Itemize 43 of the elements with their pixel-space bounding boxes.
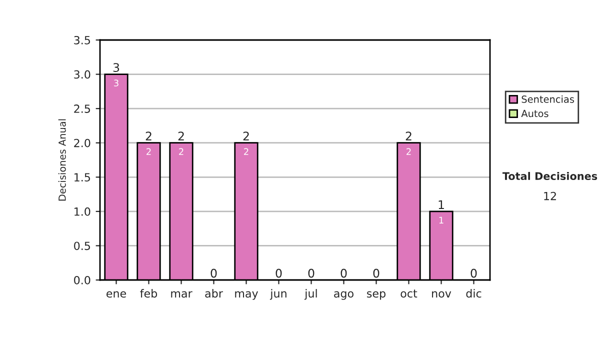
x-tick-label: jul — [304, 289, 317, 300]
total-label: 0 — [373, 268, 380, 278]
x-tick-label: sep — [367, 291, 386, 300]
x-tick-label: dic — [466, 289, 482, 298]
y-tick-label: 2.5 — [74, 104, 90, 113]
text: Total Decisiones — [502, 172, 598, 180]
y-axis-title: Decisiones Anual — [58, 119, 66, 201]
y-tick-label: 0.5 — [74, 242, 90, 250]
x-tick-label: may — [235, 291, 258, 300]
x-tick-label: feb — [140, 289, 158, 298]
y-tick-label: 1.0 — [74, 207, 90, 216]
total-label: 0 — [210, 268, 217, 278]
total-label: 2 — [243, 132, 249, 140]
legend-label: Sentencias — [522, 95, 574, 103]
data-label: 1 — [439, 216, 444, 224]
total-label: 0 — [308, 268, 314, 278]
total-label: 0 — [470, 268, 477, 278]
x-tick-label: ene — [106, 291, 126, 298]
data-label: 2 — [146, 148, 151, 155]
total-label: 1 — [438, 200, 444, 209]
x-tick-label: jun — [270, 289, 286, 300]
y-tick-label: 2.0 — [74, 138, 90, 148]
total-label: 2 — [406, 132, 412, 140]
total-label: 2 — [146, 132, 152, 140]
y-tick-label: 3.5 — [74, 36, 90, 44]
y-tick-label: 1.5 — [74, 173, 90, 182]
text: 12 — [544, 192, 556, 200]
data-label: 3 — [114, 80, 118, 86]
y-tick-label: 3.0 — [74, 70, 90, 79]
legend-label: Autos — [521, 110, 548, 118]
total-label: 0 — [340, 268, 347, 278]
data-label: 2 — [244, 148, 248, 155]
x-tick-label: oct — [400, 290, 418, 298]
x-tick-label: ago — [334, 291, 354, 300]
total-label: 2 — [178, 132, 184, 140]
x-tick-label: mar — [171, 291, 192, 298]
total-label: 0 — [276, 268, 282, 278]
x-tick-label: nov — [432, 291, 452, 298]
x-tick-label: abr — [205, 289, 223, 298]
data-label: 2 — [179, 148, 184, 155]
data-label: 2 — [406, 148, 411, 155]
y-tick-label: 0.0 — [74, 276, 90, 284]
total-label: 3 — [113, 63, 120, 72]
